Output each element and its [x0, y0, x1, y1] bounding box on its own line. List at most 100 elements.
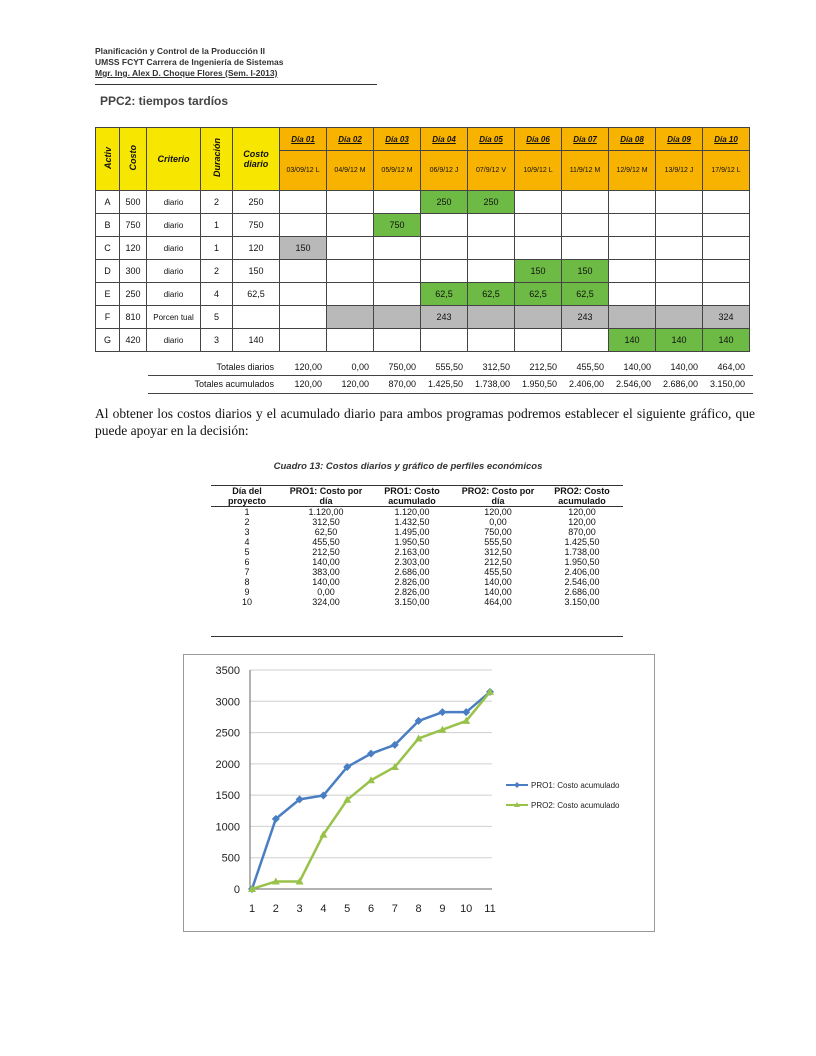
day-cost-cell: [608, 305, 656, 329]
cost-table-row: 5 212,50 2.163,00 312,50 1.738,00: [211, 547, 623, 557]
series-line: [251, 691, 491, 891]
cost-table-header: PRO2: Costo por día: [455, 486, 541, 507]
date-cell: 04/9/12 M: [326, 150, 374, 191]
day-cost-cell: [373, 305, 421, 329]
cost-table-cell: 870,00: [568, 527, 596, 537]
daily-cost-cell: 150: [232, 259, 280, 283]
day-cost-cell: [420, 259, 468, 283]
schedule-header-row: Activ Costo Criterio Duración Costo diario Dí…: [95, 126, 750, 191]
day-cost-cell: [326, 236, 374, 260]
date-cell: 17/9/12 L: [702, 150, 750, 191]
day-cost-cell: [702, 236, 750, 260]
day-cost-cell: 250: [467, 190, 515, 214]
duration-cell: 1: [200, 236, 233, 260]
data-point: [295, 795, 304, 804]
day-cost-cell: [561, 236, 609, 260]
cost-table-cell: 8: [244, 577, 250, 587]
header-activ-label: Activ: [102, 146, 113, 169]
cost-table-header: PRO1: Costo acumulado: [369, 486, 455, 507]
criterion-cell: Porcen tual: [146, 305, 201, 329]
x-tick-label: 8: [416, 903, 422, 915]
day-cost-cell: [467, 236, 515, 260]
cost-table-row: 2 312,50 1.432,50 0,00 120,00: [211, 517, 623, 527]
cost-table-cell: 1.425,50: [564, 537, 600, 547]
cost-table-cell: 312,50: [312, 517, 340, 527]
day-cost-cell: [326, 328, 374, 352]
cost-table-row: 8 140,00 2.826,00 140,00 2.546,00: [211, 577, 623, 587]
date-cell: 12/9/12 M: [608, 150, 656, 191]
daily-cost-cell: 750: [232, 213, 280, 237]
activity-cell: C: [95, 236, 120, 260]
day-cost-cell: 150: [561, 259, 609, 283]
cost-table-cell: 2.163,00: [394, 547, 430, 557]
cost-table-cell: 1.432,50: [394, 517, 430, 527]
day-cost-cell: [279, 259, 327, 283]
day-cost-cell: [420, 328, 468, 352]
cost-table-cell: 2.826,00: [394, 587, 430, 597]
day-header: Día 03: [373, 126, 421, 152]
cost-table-cell: 312,50: [484, 547, 512, 557]
day-cost-cell: [514, 328, 562, 352]
y-tick-label: 1500: [216, 790, 240, 802]
x-tick-label: 4: [320, 903, 326, 915]
header-duracion: Duración: [200, 127, 233, 191]
cost-table-cell: 2.546,00: [564, 577, 600, 587]
cost-table-cell: 455,50: [312, 537, 340, 547]
cost-table-row: 1 1.120,00 1.120,00 120,00 120,00: [211, 507, 623, 518]
day-cost-cell: [467, 213, 515, 237]
cost-table-row: 4 455,50 1.950,50 555,50 1.425,50: [211, 537, 623, 547]
cost-table-cell: 9: [244, 587, 250, 597]
date-cell: 03/09/12 L: [279, 150, 327, 191]
legend-label: PRO2: Costo acumulado: [531, 801, 620, 810]
schedule-row: E 250 diario 4 62,5 62,5 62,5 62,5 62,5: [95, 282, 750, 306]
day-cost-cell: [514, 213, 562, 237]
data-point: [414, 716, 423, 725]
cost-table-cell: 4: [244, 537, 250, 547]
daily-total-value: 140,00: [670, 362, 698, 372]
y-tick-label: 3500: [216, 665, 240, 677]
header-costo-diario: Costo diario: [232, 127, 280, 191]
daily-total-value: 312,50: [482, 362, 510, 372]
day-cost-cell: [561, 213, 609, 237]
date-cell: 05/9/12 M: [373, 150, 421, 191]
cost-table-cell: 2.826,00: [394, 577, 430, 587]
y-tick-label: 3000: [216, 696, 240, 708]
day-cost-cell: [655, 259, 703, 283]
day-cost-cell: [655, 282, 703, 306]
daily-cost-cell: [232, 305, 280, 329]
cost-table-header: Día del proyecto: [211, 486, 283, 507]
day-cost-cell: [467, 305, 515, 329]
y-tick-label: 500: [222, 853, 240, 865]
schedule-date-row: 03/09/12 L 04/9/12 M 05/9/12 M 06/9/12 J 07/…: [96, 150, 750, 191]
schedule-row: F 810 Porcen tual 5 243 243 324: [95, 305, 750, 329]
cost-table-cell: 3.150,00: [564, 597, 600, 607]
data-point: [248, 885, 256, 892]
cost-table-top-rule: [211, 485, 623, 486]
day-cost-cell: [702, 259, 750, 283]
totals-daily-label: Totales diarios: [216, 362, 274, 372]
day-header: Día 02: [326, 126, 374, 152]
day-header: Día 08: [608, 126, 656, 152]
accum-total-value: 2.406,00: [568, 379, 604, 389]
cost-table-cell: 1.950,50: [564, 557, 600, 567]
cost-table-cell: 750,00: [484, 527, 512, 537]
activity-cell: D: [95, 259, 120, 283]
data-point: [319, 830, 328, 838]
criterion-cell: diario: [146, 282, 201, 306]
cost-cell: 500: [119, 190, 147, 214]
header-duracion-label: Duración: [211, 138, 222, 178]
cost-cell: 300: [119, 259, 147, 283]
daily-total-value: 750,00: [388, 362, 416, 372]
cost-table-cell: 1: [244, 507, 250, 517]
cost-table-row: 9 0,00 2.826,00 140,00 2.686,00: [211, 587, 623, 597]
day-cost-cell: 140: [702, 328, 750, 352]
cost-table-cell: 1.495,00: [394, 527, 430, 537]
day-cost-cell: 324: [702, 305, 750, 329]
cost-table-cell: 212,50: [484, 557, 512, 567]
cost-cell: 420: [119, 328, 147, 352]
cost-table-cell: 1.120,00: [308, 507, 344, 517]
header-criterio: Criterio: [146, 127, 201, 191]
day-header: Día 01: [279, 126, 327, 152]
day-cost-cell: [608, 190, 656, 214]
header-line-2: UMSS FCYT Carrera de Ingeniería de Siste…: [95, 57, 284, 67]
